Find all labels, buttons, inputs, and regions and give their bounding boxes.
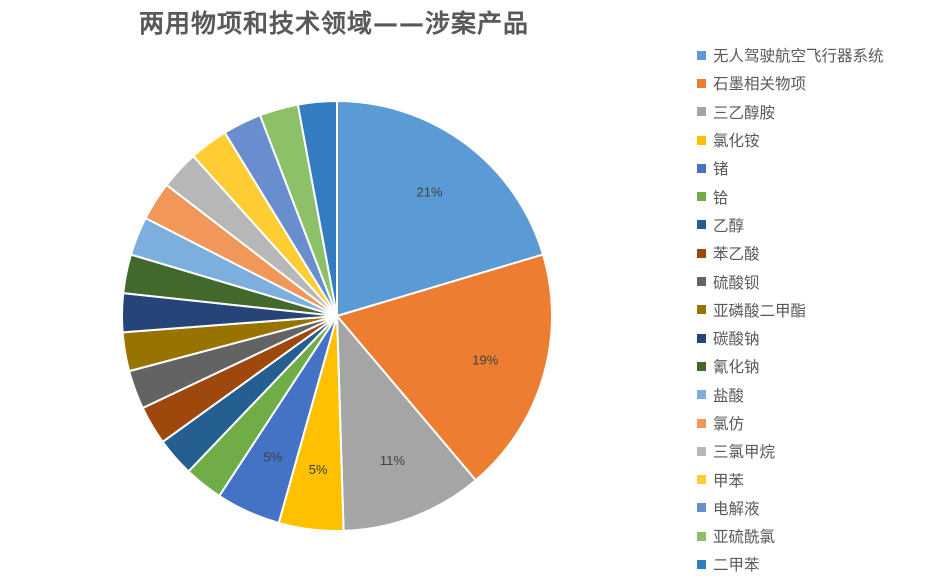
legend-swatch — [697, 135, 706, 145]
legend-label: 无人驾驶航空飞行器系统 — [713, 47, 884, 66]
legend-swatch — [697, 277, 706, 287]
data-label: 5% — [264, 449, 283, 464]
legend-item: 盐酸 — [697, 381, 925, 409]
legend-item: 三乙醇胺 — [697, 98, 925, 126]
legend-item: 锗 — [697, 154, 925, 182]
legend-label: 苯乙酸 — [713, 245, 760, 264]
legend-swatch — [697, 531, 706, 541]
legend-swatch — [697, 361, 706, 371]
legend-swatch — [697, 418, 706, 428]
legend-swatch — [697, 503, 706, 513]
legend-item: 无人驾驶航空飞行器系统 — [697, 41, 925, 69]
legend-label: 二甲苯 — [713, 556, 760, 575]
legend-label: 氯仿 — [713, 415, 745, 433]
pie-data-labels: 21% 19% 11% 5% 5% — [264, 184, 499, 477]
legend-swatch — [697, 390, 706, 400]
legend-swatch — [697, 220, 706, 230]
legend-item: 二甲苯 — [697, 550, 925, 578]
legend-swatch — [697, 248, 706, 258]
legend-swatch — [697, 78, 706, 88]
legend-label: 锗 — [713, 160, 729, 179]
legend-item: 石墨相关物项 — [697, 69, 925, 97]
data-label: 11% — [380, 453, 405, 468]
legend-swatch — [697, 192, 706, 202]
data-label: 21% — [416, 184, 442, 199]
legend-label: 石墨相关物项 — [713, 75, 807, 94]
legend-swatch — [697, 107, 706, 117]
pie-slice — [296, 99, 338, 317]
legend-label: 电解液 — [713, 499, 760, 518]
legend-swatch — [697, 446, 706, 456]
legend-swatch — [697, 305, 706, 315]
legend-label: 氰化钠 — [713, 358, 760, 377]
legend-label: 亚硫酰氯 — [713, 528, 776, 547]
legend-item: 三氯甲烷 — [697, 437, 925, 465]
legend-label: 碳酸钠 — [713, 330, 760, 349]
pie-slice — [335, 313, 478, 532]
legend-item: 铪 — [697, 182, 925, 210]
legend-item: 亚磷酸二甲酯 — [697, 296, 925, 324]
legend-label: 三乙醇胺 — [713, 103, 776, 122]
legend-label: 乙醇 — [713, 216, 745, 235]
legend-label: 甲苯 — [713, 471, 745, 490]
legend: 无人驾驶航空飞行器系统 石墨相关物项 三乙醇胺氯化铵锗铪乙醇苯乙酸硫酸钡亚磷酸二甲酯… — [697, 41, 925, 579]
legend-item: 电解液 — [697, 494, 925, 522]
legend-swatch — [697, 163, 706, 173]
legend-label: 氯化铵 — [713, 132, 760, 151]
legend-item: 亚硫酰氯 — [697, 522, 925, 550]
legend-item: 氯化铵 — [697, 126, 925, 154]
data-label: 5% — [309, 462, 328, 477]
legend-item: 甲苯 — [697, 465, 925, 493]
legend-item: 氯仿 — [697, 409, 925, 437]
legend-label: 铪 — [713, 188, 729, 207]
legend-item: 氰化钠 — [697, 352, 925, 380]
legend-label: 硫酸钡 — [713, 273, 760, 292]
legend-swatch — [697, 475, 706, 485]
legend-swatch — [697, 559, 706, 569]
pie-slices — [121, 99, 553, 532]
chart-title: 两用物项和技术领域——涉案产品 — [138, 9, 529, 38]
pie-slice — [335, 253, 553, 482]
legend-label: 三氯甲烷 — [713, 443, 776, 462]
pie-slice — [336, 99, 545, 318]
legend-item: 碳酸钠 — [697, 324, 925, 352]
legend-label: 盐酸 — [713, 386, 745, 405]
legend-label: 亚磷酸二甲酯 — [713, 301, 807, 320]
pie-chart: 21% 19% 11% 5% 5% — [121, 99, 553, 532]
data-label: 19% — [472, 353, 498, 368]
legend-item: 乙醇 — [697, 211, 925, 239]
legend-swatch — [697, 50, 706, 60]
legend-item: 硫酸钡 — [697, 267, 925, 295]
legend-swatch — [697, 333, 706, 343]
legend-item: 苯乙酸 — [697, 239, 925, 267]
